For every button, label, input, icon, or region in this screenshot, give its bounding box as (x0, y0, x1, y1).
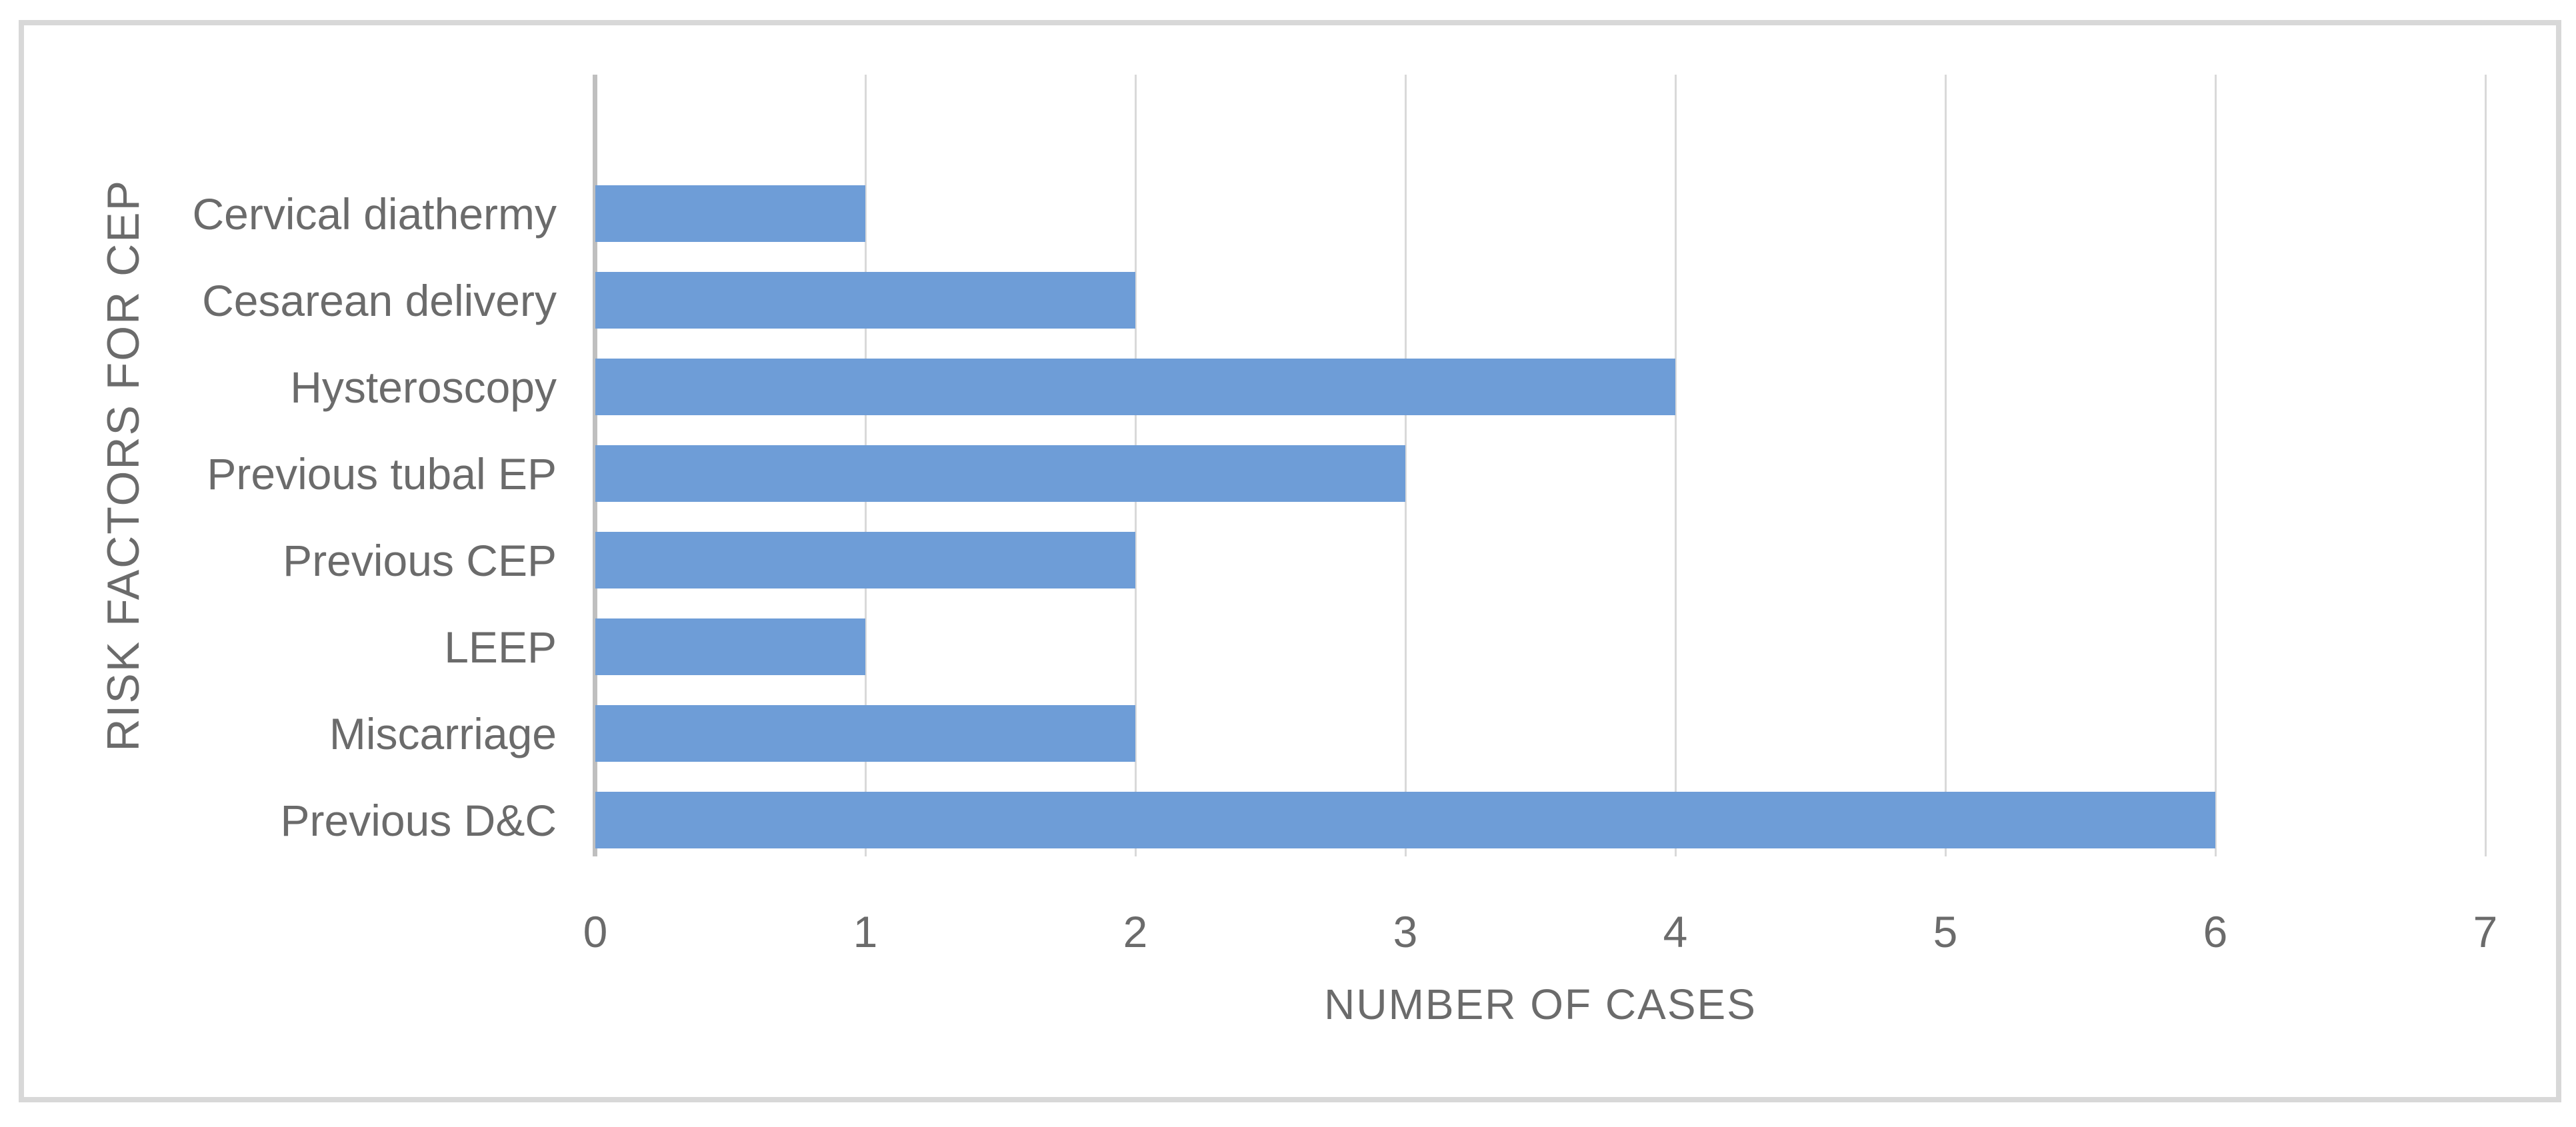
x-axis-title: NUMBER OF CASES (1324, 980, 1757, 1028)
gridline-x-5 (1945, 75, 1947, 856)
category-label-7: Miscarriage (329, 708, 557, 758)
gridline-x-7 (2485, 75, 2487, 856)
plot-area (593, 75, 2487, 856)
chart-frame (19, 20, 2561, 1102)
x-tick-label-4: 4 (1663, 907, 1688, 956)
category-label-1: Cervical diathermy (192, 189, 557, 239)
x-tick-label-2: 2 (1123, 907, 1148, 956)
x-tick-label-6: 6 (2203, 907, 2228, 956)
gridline-x-4 (1675, 75, 1677, 856)
x-tick-label-3: 3 (1393, 907, 1418, 956)
x-axis-tick-labels: 0 1 2 3 4 5 6 7 (583, 906, 2498, 960)
x-tick-label-7: 7 (2473, 907, 2498, 956)
bar-5 (595, 532, 1135, 588)
category-label-3: Hysteroscopy (290, 362, 557, 412)
category-label-4: Previous tubal EP (207, 449, 557, 499)
bar-4 (595, 445, 1405, 502)
x-tick-label-0: 0 (583, 907, 608, 956)
category-axis-line (593, 75, 597, 856)
bar-8 (595, 792, 2215, 848)
x-tick-label-1: 1 (853, 907, 878, 956)
bar-3 (595, 359, 1675, 415)
bar-1 (595, 185, 865, 242)
category-label-2: Cesarean delivery (202, 275, 557, 325)
gridline-x-3 (1405, 75, 1407, 856)
gridline-x-6 (2215, 75, 2217, 856)
bar-6 (595, 618, 865, 675)
bar-2 (595, 272, 1135, 329)
x-tick-label-5: 5 (1933, 907, 1958, 956)
category-label-5: Previous CEP (283, 535, 557, 585)
category-label-6: LEEP (444, 622, 557, 672)
category-label-8: Previous D&C (280, 795, 557, 845)
category-axis-labels: Cervical diathermy Cesarean delivery Hyste… (0, 0, 557, 1127)
bar-7 (595, 705, 1135, 762)
